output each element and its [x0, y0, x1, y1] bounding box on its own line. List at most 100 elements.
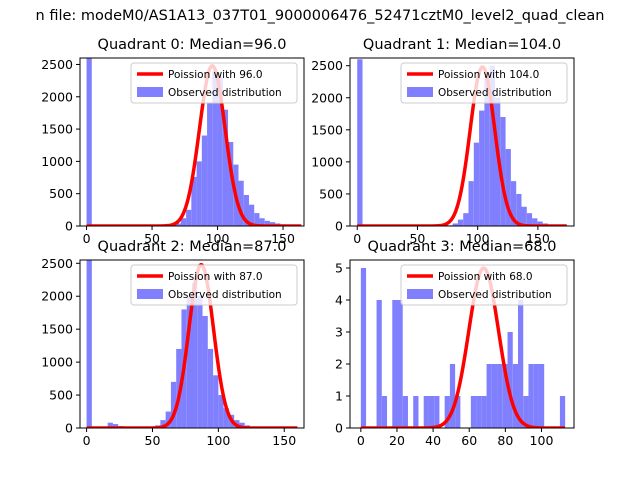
histogram-bar [248, 204, 255, 226]
histogram-bar [533, 364, 539, 428]
legend: Poission with 68.0 Observed distribution [400, 264, 568, 306]
histogram-bar [212, 70, 218, 226]
x-tick-label: 100 [466, 231, 490, 246]
histogram-bar [192, 283, 198, 428]
y-tick-label: 500 [319, 186, 343, 201]
x-tick-label: 50 [409, 231, 425, 246]
x-tick-label: 80 [497, 433, 513, 448]
histogram-bar [507, 332, 513, 428]
histogram-bar [170, 381, 177, 428]
histogram-bar [381, 396, 388, 428]
histogram-bar [264, 220, 270, 226]
histogram-bar [428, 396, 435, 428]
subplot-quadrant-3: 0 20 40 60 80 100 0 1 2 3 4 5 Quadrant 3: Median=68.… [335, 239, 575, 448]
histogram-bar [518, 300, 524, 428]
plot-area [359, 266, 566, 428]
legend-label-poisson: Poission with 87.0 [168, 271, 263, 283]
legend-patch-swatch [407, 289, 433, 299]
x-tick-label: 0 [357, 433, 365, 448]
histogram-bar [259, 218, 265, 226]
histogram-bar [476, 396, 482, 428]
histogram-bar [86, 58, 92, 226]
poisson-curve [359, 266, 566, 428]
histogram-bar [505, 149, 511, 226]
legend: Poission with 104.0 Observed distribution [400, 62, 568, 104]
histogram-bar [481, 396, 487, 428]
legend-box [400, 62, 568, 104]
y-tick-label: 1000 [311, 154, 343, 169]
subplot-title: Quadrant 3: Median=68.0 [368, 239, 557, 255]
axes-frame [349, 57, 575, 227]
histogram-bar [452, 223, 458, 226]
histogram-bar [449, 364, 456, 428]
legend-patch-swatch [407, 87, 433, 97]
legend-patch-swatch [137, 289, 163, 299]
y-tick-label: 1000 [41, 355, 73, 370]
histogram-bar [457, 219, 464, 226]
histogram-bar [468, 181, 474, 226]
legend-box [130, 264, 298, 306]
axes-frame [79, 259, 305, 429]
x-tick-label: 20 [389, 433, 405, 448]
histogram-bar [532, 218, 538, 226]
histogram-bar [516, 193, 522, 226]
y-tick-label: 2000 [311, 90, 343, 105]
y-tick-label: 1500 [41, 322, 73, 337]
legend-label-observed: Observed distribution [168, 289, 282, 301]
x-tick-label: 50 [144, 231, 160, 246]
legend-box [130, 62, 298, 104]
histogram-bar [521, 206, 527, 226]
histogram-bar [376, 300, 382, 428]
y-tick-label: 0 [335, 219, 343, 234]
legend-label-observed: Observed distribution [438, 289, 552, 301]
histogram-bar [357, 59, 363, 226]
histogram-bar [497, 364, 503, 428]
histogram-bar [197, 296, 203, 428]
histogram-bar [484, 78, 490, 226]
histogram-bar [473, 142, 480, 226]
legend-patch-swatch [137, 87, 163, 97]
histogram-bar [165, 411, 171, 428]
x-tick-label: 100 [206, 433, 230, 448]
histogram-bar [207, 348, 214, 428]
histogram-bar [397, 300, 403, 428]
x-tick-label: 100 [530, 433, 554, 448]
histogram-bar [444, 396, 450, 428]
legend-label-observed: Observed distribution [438, 87, 552, 99]
histogram-bar [559, 396, 566, 428]
histogram-bar [413, 396, 419, 428]
legend: Poission with 96.0 Observed distribution [130, 62, 298, 104]
histogram-bar [243, 194, 249, 226]
histogram-bar [538, 364, 545, 428]
histogram-bar [489, 65, 495, 226]
x-tick-label: 150 [271, 231, 295, 246]
histogram-bar [455, 396, 461, 428]
histogram-bar [191, 176, 197, 226]
histogram-bar [512, 364, 518, 428]
histogram-bar [202, 316, 208, 428]
histogram-bar [528, 364, 534, 428]
y-tick-label: 1000 [41, 154, 73, 169]
subplot-title: Quadrant 1: Median=104.0 [363, 37, 561, 53]
histogram-bar [470, 396, 477, 428]
legend-label-observed: Observed distribution [168, 87, 282, 99]
y-tick-label: 5 [335, 261, 343, 276]
y-tick-label: 1500 [311, 122, 343, 137]
axes-frame [79, 57, 305, 227]
histogram-bar [207, 103, 213, 226]
histogram-bar [201, 135, 208, 226]
histogram-bar [526, 213, 533, 226]
histogram-bar [218, 395, 224, 428]
y-tick-label: 4 [335, 293, 343, 308]
histogram-bar [463, 213, 469, 226]
histogram-bar [112, 424, 119, 428]
histogram-bar [402, 396, 408, 428]
y-tick-label: 1500 [41, 122, 73, 137]
legend-box [400, 264, 568, 306]
y-tick-label: 2000 [41, 289, 73, 304]
histogram-bar [86, 260, 92, 428]
histogram-bar [269, 222, 276, 226]
histogram-bar [510, 181, 517, 226]
x-tick-label: 150 [272, 433, 296, 448]
